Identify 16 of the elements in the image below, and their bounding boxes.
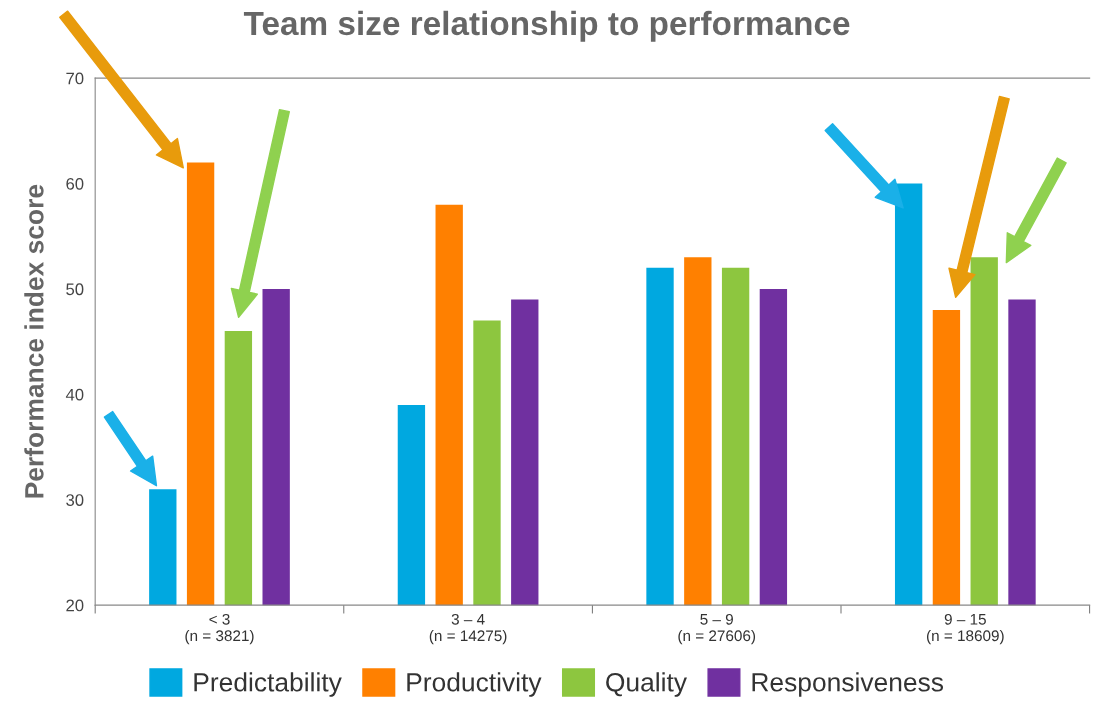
y-tick-label: 60: [66, 177, 84, 190]
y-tick-label: 70: [66, 72, 84, 85]
x-tick-label: 5 – 9 (n = 27606): [678, 613, 756, 645]
legend-label: Quality: [606, 672, 687, 697]
y-tick-label: 50: [66, 283, 84, 296]
legend-label: Responsiveness: [752, 672, 944, 697]
y-axis-title: Performance index score: [24, 184, 44, 498]
legend-label: Predictability: [194, 672, 342, 697]
y-tick-label: 30: [66, 494, 84, 506]
y-tick-label: 20: [66, 599, 84, 612]
x-tick-label: 9 – 15 (n = 18609): [926, 613, 1004, 645]
legend-label: Productivity: [407, 672, 542, 697]
x-tick-label: 3 – 4 (n = 14275): [429, 613, 507, 645]
x-tick-label: < 3 (n = 3821): [185, 613, 254, 645]
y-tick-label: 40: [65, 388, 84, 401]
chart-title: Team size relationship to performance: [243, 10, 850, 42]
